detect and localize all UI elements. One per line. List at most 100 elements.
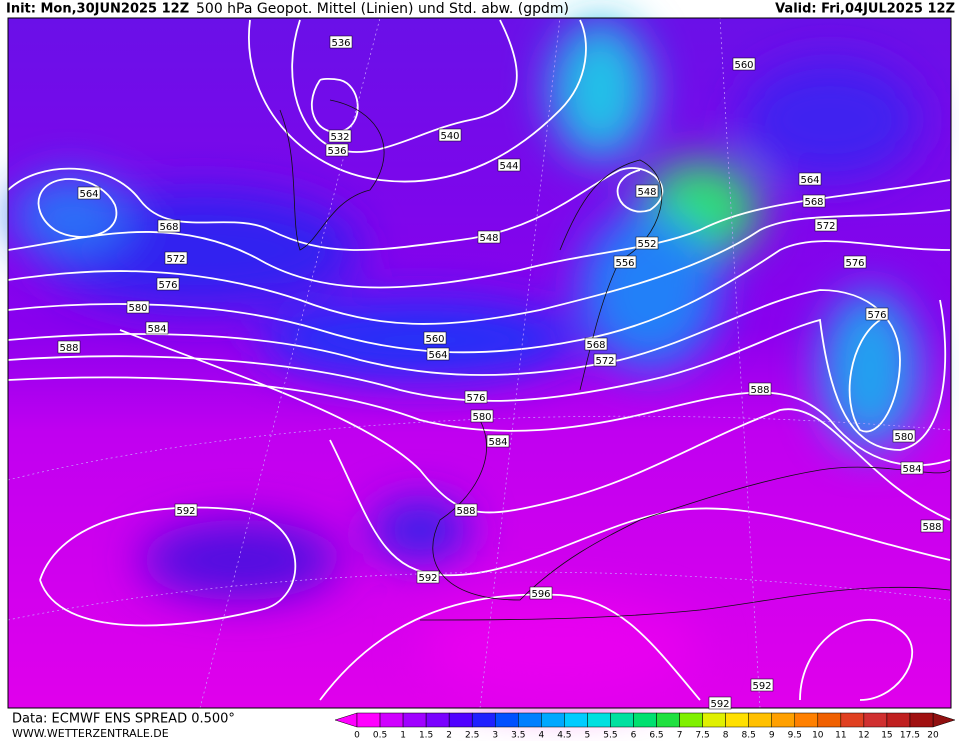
colorbar-cell (356, 712, 381, 728)
contour-label-box (328, 129, 352, 143)
contour-label: 556 (615, 258, 634, 269)
colorbar-label: 15 (881, 731, 892, 741)
colorbar-cell (725, 712, 749, 728)
colorbar-label: 11 (835, 731, 846, 741)
contour-label: 532 (330, 132, 349, 143)
colorbar-cell (610, 712, 634, 728)
init-time: Init: Mon,30JUN2025 12Z (6, 2, 189, 17)
colorbar-cell (656, 712, 680, 728)
contour-label: 564 (79, 189, 98, 200)
colorbar-label: 7 (677, 731, 683, 741)
contour-label: 588 (456, 506, 475, 517)
contour-label: 580 (128, 303, 147, 314)
contour-label-box (57, 340, 81, 354)
contour-label-box (802, 194, 826, 208)
contour-label-box (126, 300, 150, 314)
colorbar-cell (633, 712, 657, 728)
contour-label: 568 (159, 222, 178, 233)
contour-label-box (325, 143, 349, 157)
colorbar-cell (494, 712, 519, 728)
contour-label: 580 (472, 412, 491, 423)
colorbar-label: 1.5 (419, 731, 433, 741)
contour-label: 536 (327, 146, 346, 157)
colorbar-cell (702, 712, 726, 728)
colorbar-label: 4.5 (557, 731, 571, 741)
colorbar-cell (771, 712, 796, 728)
colorbar-label: 2.5 (465, 731, 479, 741)
colorbar-cell (587, 712, 611, 728)
contour-label-box (843, 255, 867, 269)
contour-label-box (454, 503, 478, 517)
map-title: 500 hPa Geopot. Mittel (Linien) und Std.… (196, 1, 569, 17)
colorbar-label: 12 (858, 731, 869, 741)
contour-label: 548 (637, 187, 656, 198)
colorbar-label: 1 (400, 731, 406, 741)
colorbar: 0 0.5 1 1.5 2 2.5 3 3.5 4 4.5 5 5.5 6 6.5 7 7.5 8 8.5 9 9.5… (334, 712, 956, 741)
contour-label: 588 (59, 343, 78, 354)
colorbar-cell (471, 712, 496, 728)
colorbar-cell (425, 712, 450, 728)
contour-label-box (584, 337, 608, 351)
colorbar-label: 8 (723, 731, 729, 741)
contour-label-box (416, 570, 440, 584)
colorbar-label: 3.5 (511, 731, 525, 741)
colorbar-label: 4 (538, 731, 544, 741)
contour-label: 576 (867, 310, 886, 321)
colorbar-label: 6 (631, 731, 637, 741)
colorbar-label: 20 (927, 731, 939, 741)
colorbar-label: 9.5 (788, 731, 802, 741)
colorbar-label: 0.5 (373, 731, 387, 741)
contour-label: 564 (800, 175, 819, 186)
contour-label: 576 (158, 280, 177, 291)
colorbar-cell (448, 712, 473, 728)
contour-label: 584 (902, 464, 921, 475)
contour-label: 568 (804, 197, 823, 208)
colorbar-label: 10 (812, 731, 824, 741)
contour-label: 584 (147, 324, 166, 335)
contour-label-box (145, 321, 169, 335)
contour-label-box (900, 461, 924, 475)
contour-label: 596 (531, 589, 550, 600)
contour-label: 572 (595, 356, 614, 367)
contour-label-box (708, 696, 732, 710)
contour-label-box (748, 382, 772, 396)
colorbar-label: 9 (769, 731, 775, 741)
contour-label-box (174, 503, 198, 517)
contour-label: 576 (845, 258, 864, 269)
contour-label: 564 (428, 350, 447, 361)
contour-label-box (497, 158, 521, 172)
contour-label-box (798, 172, 822, 186)
contour-label: 572 (166, 254, 185, 265)
contour-label-box (156, 277, 180, 291)
contour-label: 568 (586, 340, 605, 351)
contour-label-box (613, 255, 637, 269)
contour-label: 588 (922, 522, 941, 533)
colorbar-cell (794, 712, 819, 728)
contour-label-box (750, 678, 774, 692)
contour-label: 552 (637, 239, 656, 250)
contour-label-box (635, 236, 659, 250)
colorbar-cell (748, 712, 772, 728)
graticule (7, 17, 951, 709)
colorbar-cell (840, 712, 865, 728)
colorbar-cell (402, 712, 427, 728)
contour-label: 580 (894, 432, 913, 443)
contour-label: 540 (440, 131, 459, 142)
colorbar-label: 7.5 (695, 731, 709, 741)
contour-label-box (529, 586, 553, 600)
colorbar-cell (564, 712, 588, 728)
contour-label-box (635, 184, 659, 198)
contour-label-box (426, 347, 450, 361)
colorbar-label: 2 (446, 731, 452, 741)
shading (8, 18, 951, 708)
contour-label: 544 (499, 161, 518, 172)
colorbar-label: 6.5 (649, 731, 663, 741)
colorbar-cell (541, 712, 565, 728)
contour-lines (7, 19, 951, 701)
contour-label: 592 (752, 681, 771, 692)
colorbar-cell (817, 712, 842, 728)
contour-label: 536 (331, 38, 350, 49)
contour-label-box (814, 218, 838, 232)
